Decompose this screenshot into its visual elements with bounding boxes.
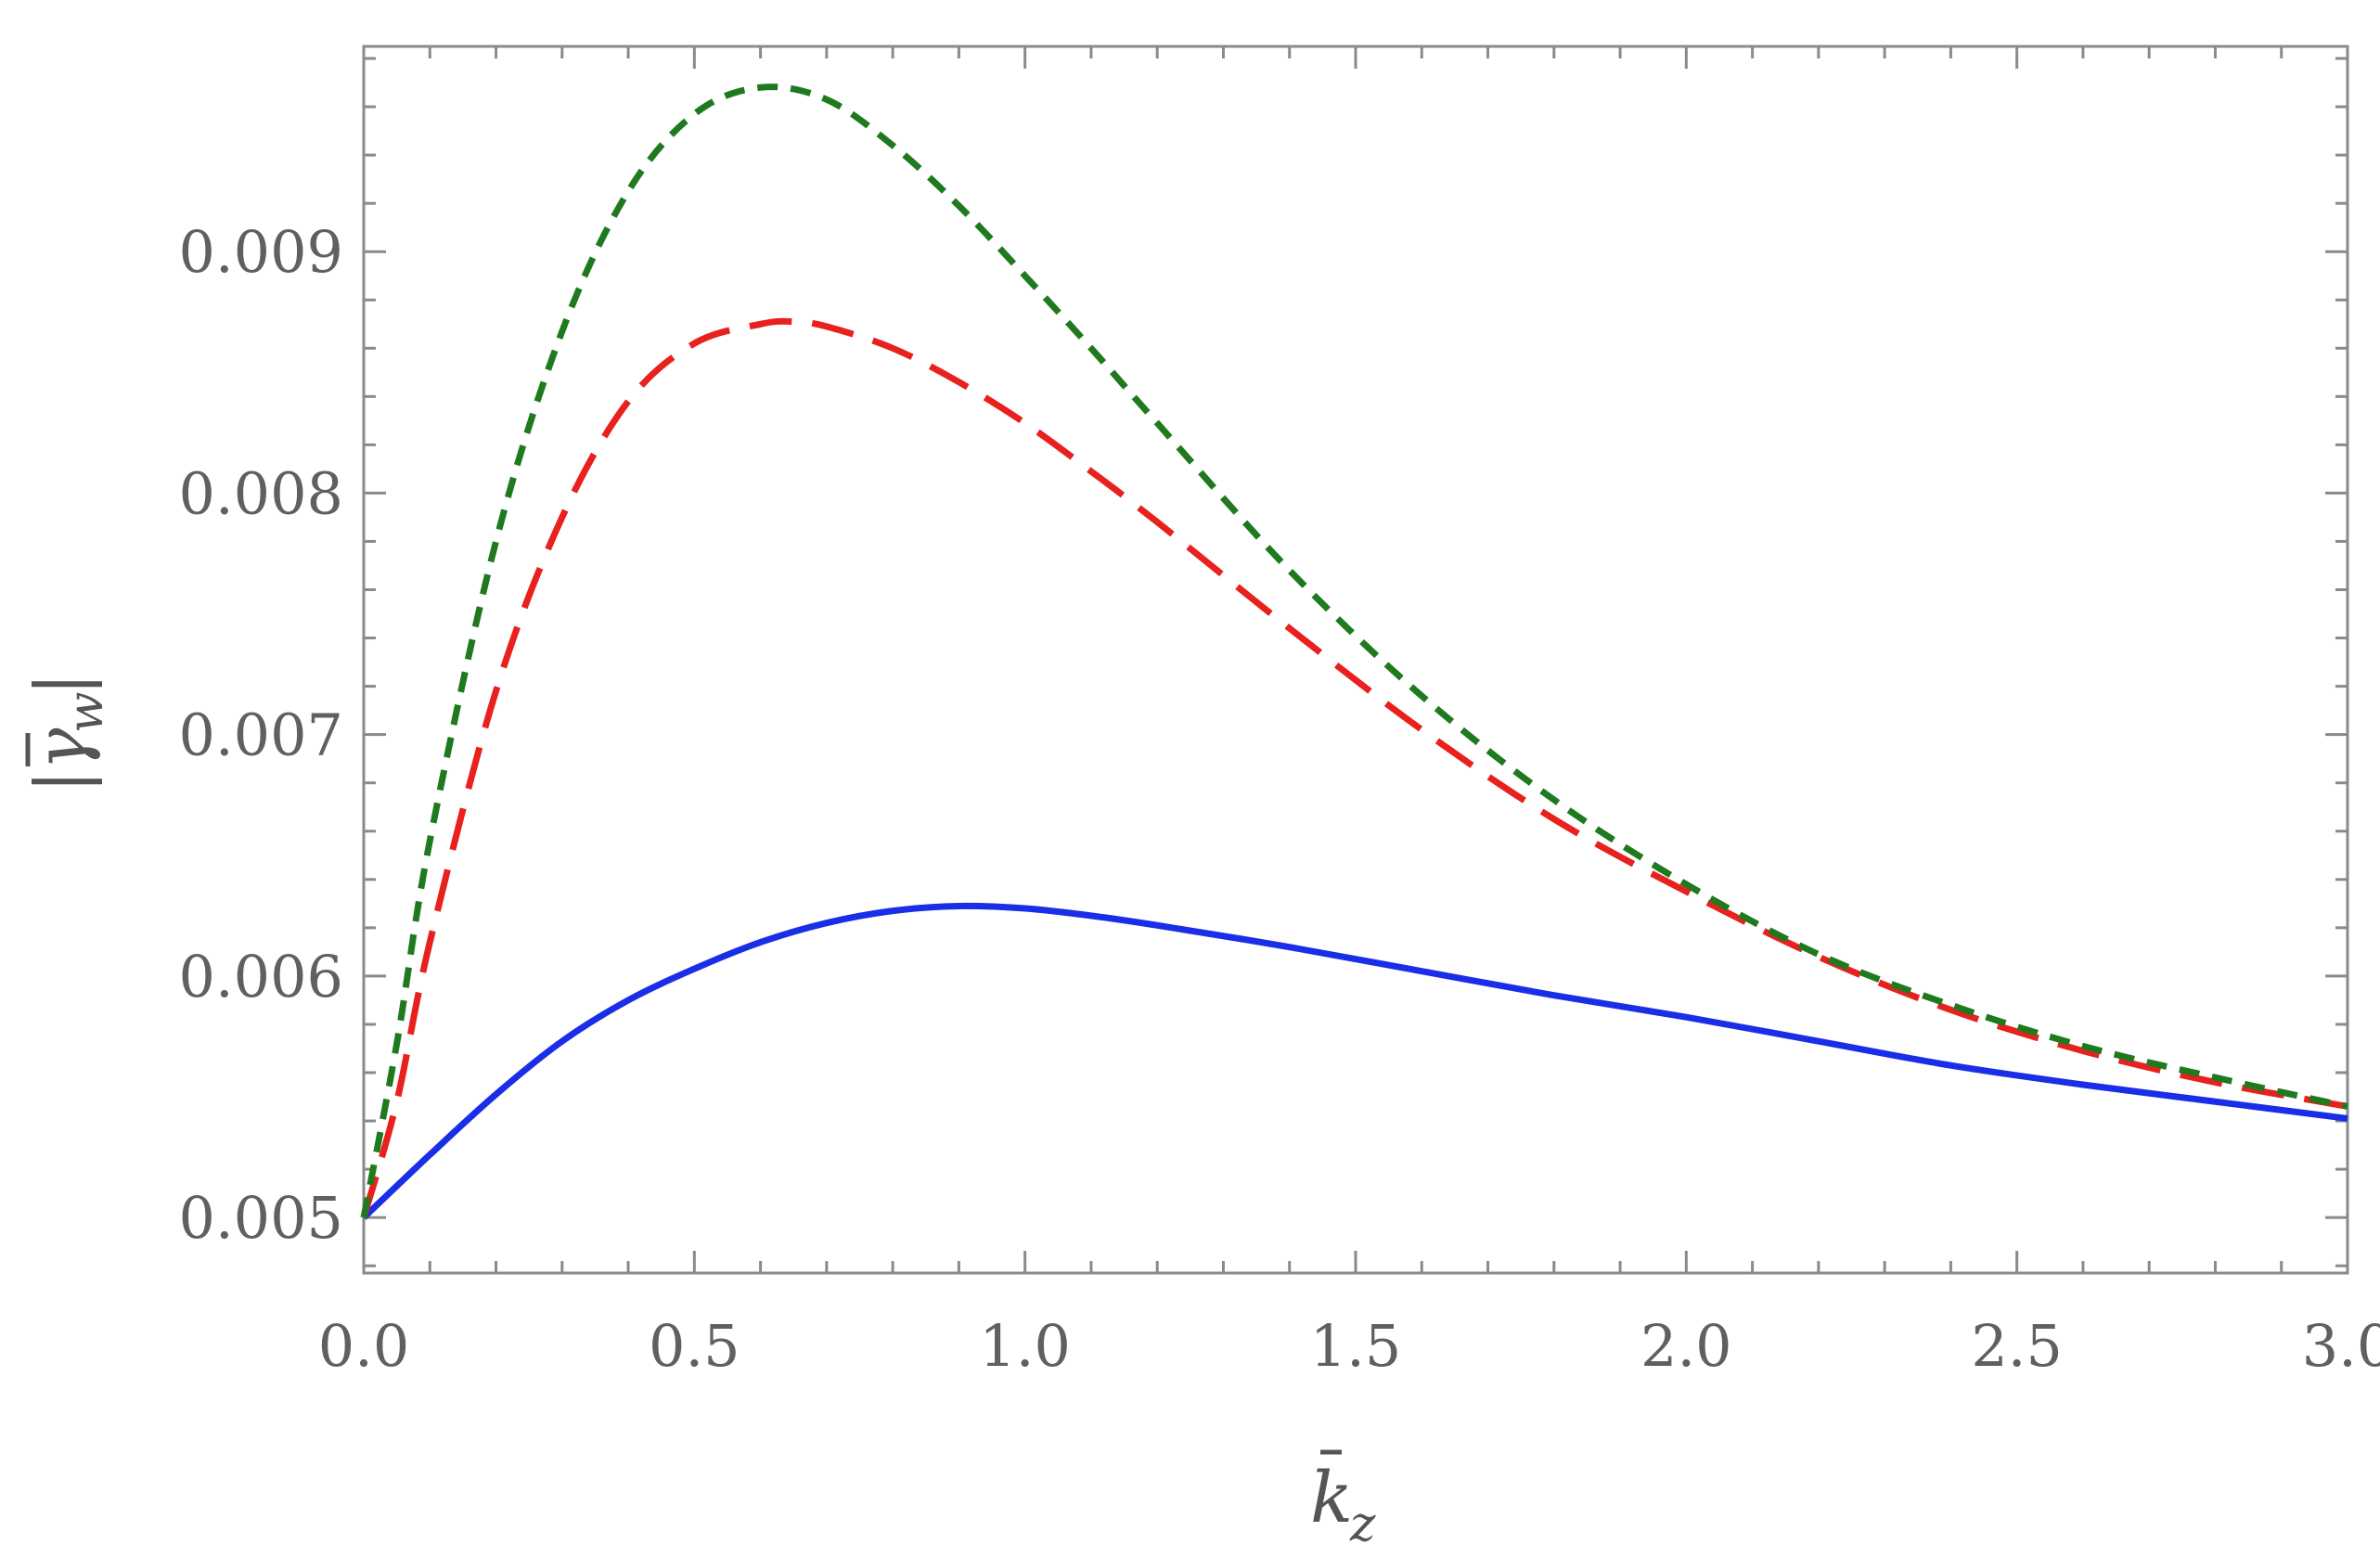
y-axis-label-sub: w (58, 691, 114, 733)
x-axis-label-main: k (1310, 1456, 1353, 1538)
y-tick-label: 0.009 (179, 218, 344, 286)
x-tick-label: 0.5 (649, 1312, 740, 1380)
x-tick-label: 2.5 (1971, 1312, 2063, 1380)
y-tick-label: 0.006 (179, 943, 344, 1010)
y-axis-label: | γ w | (19, 672, 114, 793)
x-tick-label: 2.0 (1640, 1312, 1732, 1380)
series-group (360, 84, 2348, 1220)
y-axis-label-bar-right: | (19, 672, 102, 696)
tick-labels: 0.0 0.5 1.0 1.5 2.0 2.5 3.0 0.005 0.006 0.007 0.00… (179, 218, 2380, 1380)
y-tick-label: 0.008 (179, 459, 344, 527)
series-line-solid (361, 902, 2348, 1220)
x-axis-label: k z (1310, 1449, 1376, 1552)
y-tick-label: 0.007 (179, 701, 344, 769)
x-tick-label: 0.0 (318, 1312, 410, 1380)
x-tick-label: 1.0 (979, 1312, 1071, 1380)
y-axis-label-bar-left: | (19, 769, 102, 793)
y-tick-label: 0.005 (179, 1184, 344, 1252)
series-line-long-dash (360, 317, 2348, 1219)
plot-frame (362, 45, 2349, 1275)
series-line-short-dash (360, 84, 2348, 1218)
x-axis-label-sub: z (1349, 1497, 1376, 1552)
x-tick-label: 3.0 (2302, 1312, 2380, 1380)
axis-ticks (362, 46, 2349, 1273)
x-tick-label: 1.5 (1310, 1312, 1402, 1380)
y-axis-label-main: γ (19, 727, 102, 770)
